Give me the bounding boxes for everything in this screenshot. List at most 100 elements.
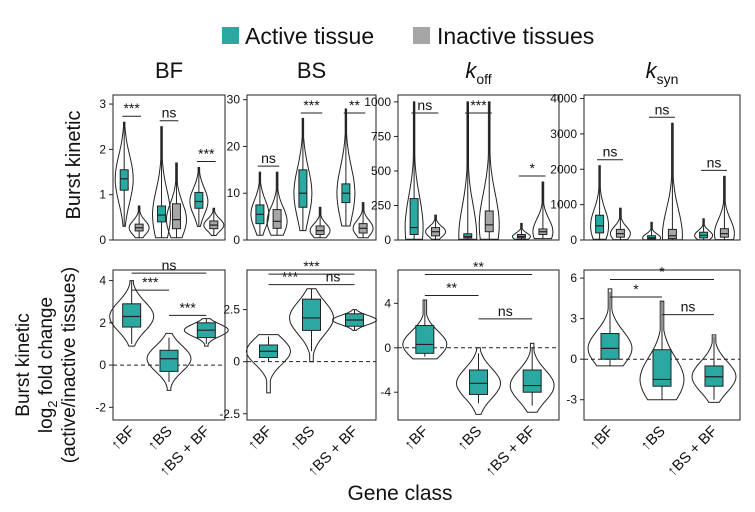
comparison-label: *** [303, 258, 320, 274]
panel-title: BS [297, 58, 326, 83]
active-violin [590, 165, 610, 240]
sig-label: ns [603, 144, 618, 160]
comparison-label: ns [162, 257, 177, 273]
y-tick-label: 20 [227, 139, 241, 153]
y-tick-label: 0 [570, 233, 577, 247]
panel-frame [246, 269, 377, 421]
y-tick-label: 0 [233, 355, 240, 369]
active-violin [146, 332, 192, 391]
active-box [122, 303, 142, 328]
y-tick-label: 3 [99, 97, 106, 111]
panel-top-3: ksyn 0 1000 2000 3000 4000 ns ns ns [550, 58, 741, 247]
active-box [157, 205, 167, 223]
y-tick-label: 6 [570, 271, 577, 285]
x-tick-label: ↑BS [637, 423, 668, 454]
panel-frame [112, 269, 226, 421]
sig-label: ** [349, 97, 360, 113]
comparison-label: *** [282, 269, 299, 285]
group-2: *** [189, 146, 225, 236]
sig-label: *** [303, 97, 320, 113]
active-box [469, 369, 488, 395]
y-tick-label: -2.5 [219, 407, 240, 421]
group-0: ns [404, 97, 446, 240]
comparison-label: * [659, 263, 665, 279]
active-violin [183, 318, 229, 347]
y-tick-label: 0 [99, 233, 106, 247]
active-box [600, 333, 620, 360]
x-tick-label: ↑BF [586, 423, 617, 454]
y-tick-label: 1 [99, 188, 106, 202]
y-tick-label: 1000 [364, 95, 391, 109]
y-tick-label: -2 [95, 400, 106, 414]
y-tick-label: -3 [566, 393, 577, 407]
active-box [595, 214, 605, 234]
comparison-label: ** [473, 258, 484, 274]
group-0 [402, 299, 448, 360]
panel-title: ksyn [646, 58, 679, 87]
group-2: ** [336, 97, 374, 239]
inactive-box [484, 210, 494, 233]
group-0: *** [114, 100, 150, 239]
panel-title: BF [155, 58, 183, 83]
y-tick-label: 30 [227, 93, 241, 107]
active-violin [336, 108, 356, 227]
inactive-violin [352, 202, 374, 239]
x-tick-label: ↑BS [144, 423, 175, 454]
group-0 [587, 288, 633, 367]
panel-frame [112, 94, 226, 241]
active-box [463, 233, 473, 239]
y-tick-label: -4 [380, 385, 391, 399]
group-0: ns [590, 144, 631, 241]
active-box [409, 198, 419, 235]
y-tick-label: 0 [570, 352, 577, 366]
legend: Active tissue Inactive tissues [222, 23, 594, 49]
active-violin [245, 334, 292, 394]
legend-inactive-label: Inactive tissues [437, 23, 594, 49]
panel-bottom-3: -3 0 3 6 ↑BF ↑BS↑BS + BF * ns * [566, 263, 741, 480]
comparison-label: * [633, 281, 639, 297]
sig-label: *** [470, 97, 487, 113]
y-tick-label: 0 [99, 358, 106, 372]
x-tick-label: ↑BS + BF [664, 423, 721, 480]
group-1: ns [642, 101, 683, 241]
active-violin [691, 334, 737, 403]
group-2 [183, 318, 229, 347]
sig-label: ns [261, 150, 276, 166]
active-box [652, 349, 672, 387]
panel-top-0: BF 0 1 2 3 *** ns *** [99, 58, 226, 247]
group-1 [289, 288, 334, 363]
bottom-y-label-line3: (active/inactive tissues) [59, 267, 80, 463]
sig-label: *** [123, 100, 140, 116]
sig-label: ns [162, 105, 177, 121]
x-axis-label: Gene class [347, 482, 452, 505]
inactive-violin [309, 206, 331, 239]
y-tick-label: 2 [99, 142, 106, 156]
group-2 [509, 342, 555, 413]
inactive-violin [203, 207, 225, 236]
group-2: ns [694, 154, 735, 241]
active-violin [109, 280, 155, 347]
comparison-label: *** [179, 299, 196, 315]
sig-label: ns [655, 101, 670, 117]
group-1 [146, 332, 192, 391]
panel-bottom-2: -4 0 4 ↑BF ↑BS↑BS + BF ** ns ** [380, 258, 560, 480]
active-violin [289, 288, 334, 363]
active-box [298, 169, 308, 208]
bottom-y-label: Burst kinetic log2 fold change (active/i… [13, 267, 80, 463]
legend-active-swatch [222, 27, 239, 44]
group-1 [639, 300, 685, 401]
panel-title: koff [465, 58, 491, 87]
legend-active-label: Active tissue [245, 23, 374, 49]
sig-label: * [529, 160, 535, 176]
y-tick-label: 3 [570, 312, 577, 326]
y-tick-label: 4 [384, 296, 391, 310]
x-tick-label: ↑BS [454, 423, 485, 454]
panel-frame [397, 269, 560, 421]
group-1 [455, 347, 502, 415]
top-y-label: Burst kinetic [63, 111, 85, 220]
